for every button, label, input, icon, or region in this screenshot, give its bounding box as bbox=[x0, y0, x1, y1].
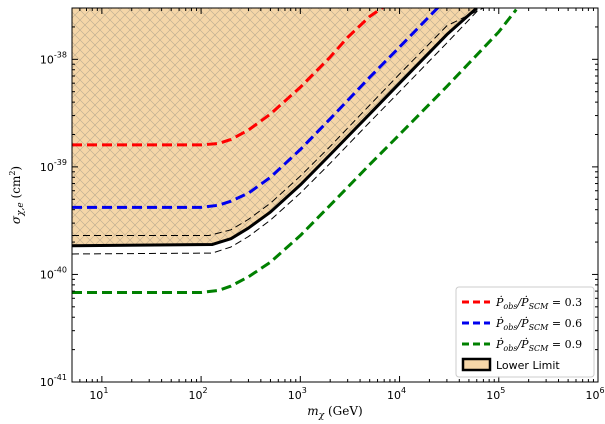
y-tick-label-3: 10-38 bbox=[40, 50, 67, 66]
x-tick-label-5: 106 bbox=[585, 386, 604, 402]
x-tick-label-2: 103 bbox=[288, 386, 307, 402]
legend-label-1: Ṗobs/ṖSCM = 0.6 bbox=[495, 316, 582, 332]
y-tick-label-0: 10-41 bbox=[40, 373, 67, 389]
x-tick-label-3: 104 bbox=[387, 386, 406, 402]
series-line-5 bbox=[72, 8, 481, 255]
plot-frame bbox=[71, 7, 599, 383]
legend-label-3: Lower Limit bbox=[496, 359, 560, 372]
legend-label-2: Ṗobs/ṖSCM = 0.9 bbox=[495, 337, 582, 353]
series-line-3 bbox=[72, 8, 478, 248]
legend-swatch-3 bbox=[461, 357, 492, 372]
legend-label-0: Ṗobs/ṖSCM = 0.3 bbox=[495, 295, 582, 311]
legend-entry-1: Ṗobs/ṖSCM = 0.6 bbox=[462, 316, 582, 332]
legend-entry-2: Ṗobs/ṖSCM = 0.9 bbox=[462, 337, 582, 353]
y-axis-label: σχ,e (cm2) bbox=[8, 166, 26, 224]
y-tick-label-1: 10-40 bbox=[40, 265, 67, 281]
x-tick-label-0: 101 bbox=[89, 386, 108, 402]
legend-box bbox=[455, 286, 595, 378]
series-line-2 bbox=[72, 8, 518, 294]
x-tick-label-4: 105 bbox=[486, 386, 505, 402]
x-axis-label: mχ (GeV) bbox=[307, 404, 362, 421]
lower-limit-hatch bbox=[72, 8, 477, 246]
legend-entry-0: Ṗobs/ṖSCM = 0.3 bbox=[462, 295, 582, 311]
y-tick-label-2: 10-39 bbox=[40, 158, 67, 174]
series-line-4 bbox=[72, 8, 484, 237]
series-line-0 bbox=[72, 8, 385, 147]
series-line-1 bbox=[72, 8, 440, 209]
x-tick-label-1: 102 bbox=[189, 386, 208, 402]
legend-entry-3: Lower Limit bbox=[461, 357, 560, 372]
